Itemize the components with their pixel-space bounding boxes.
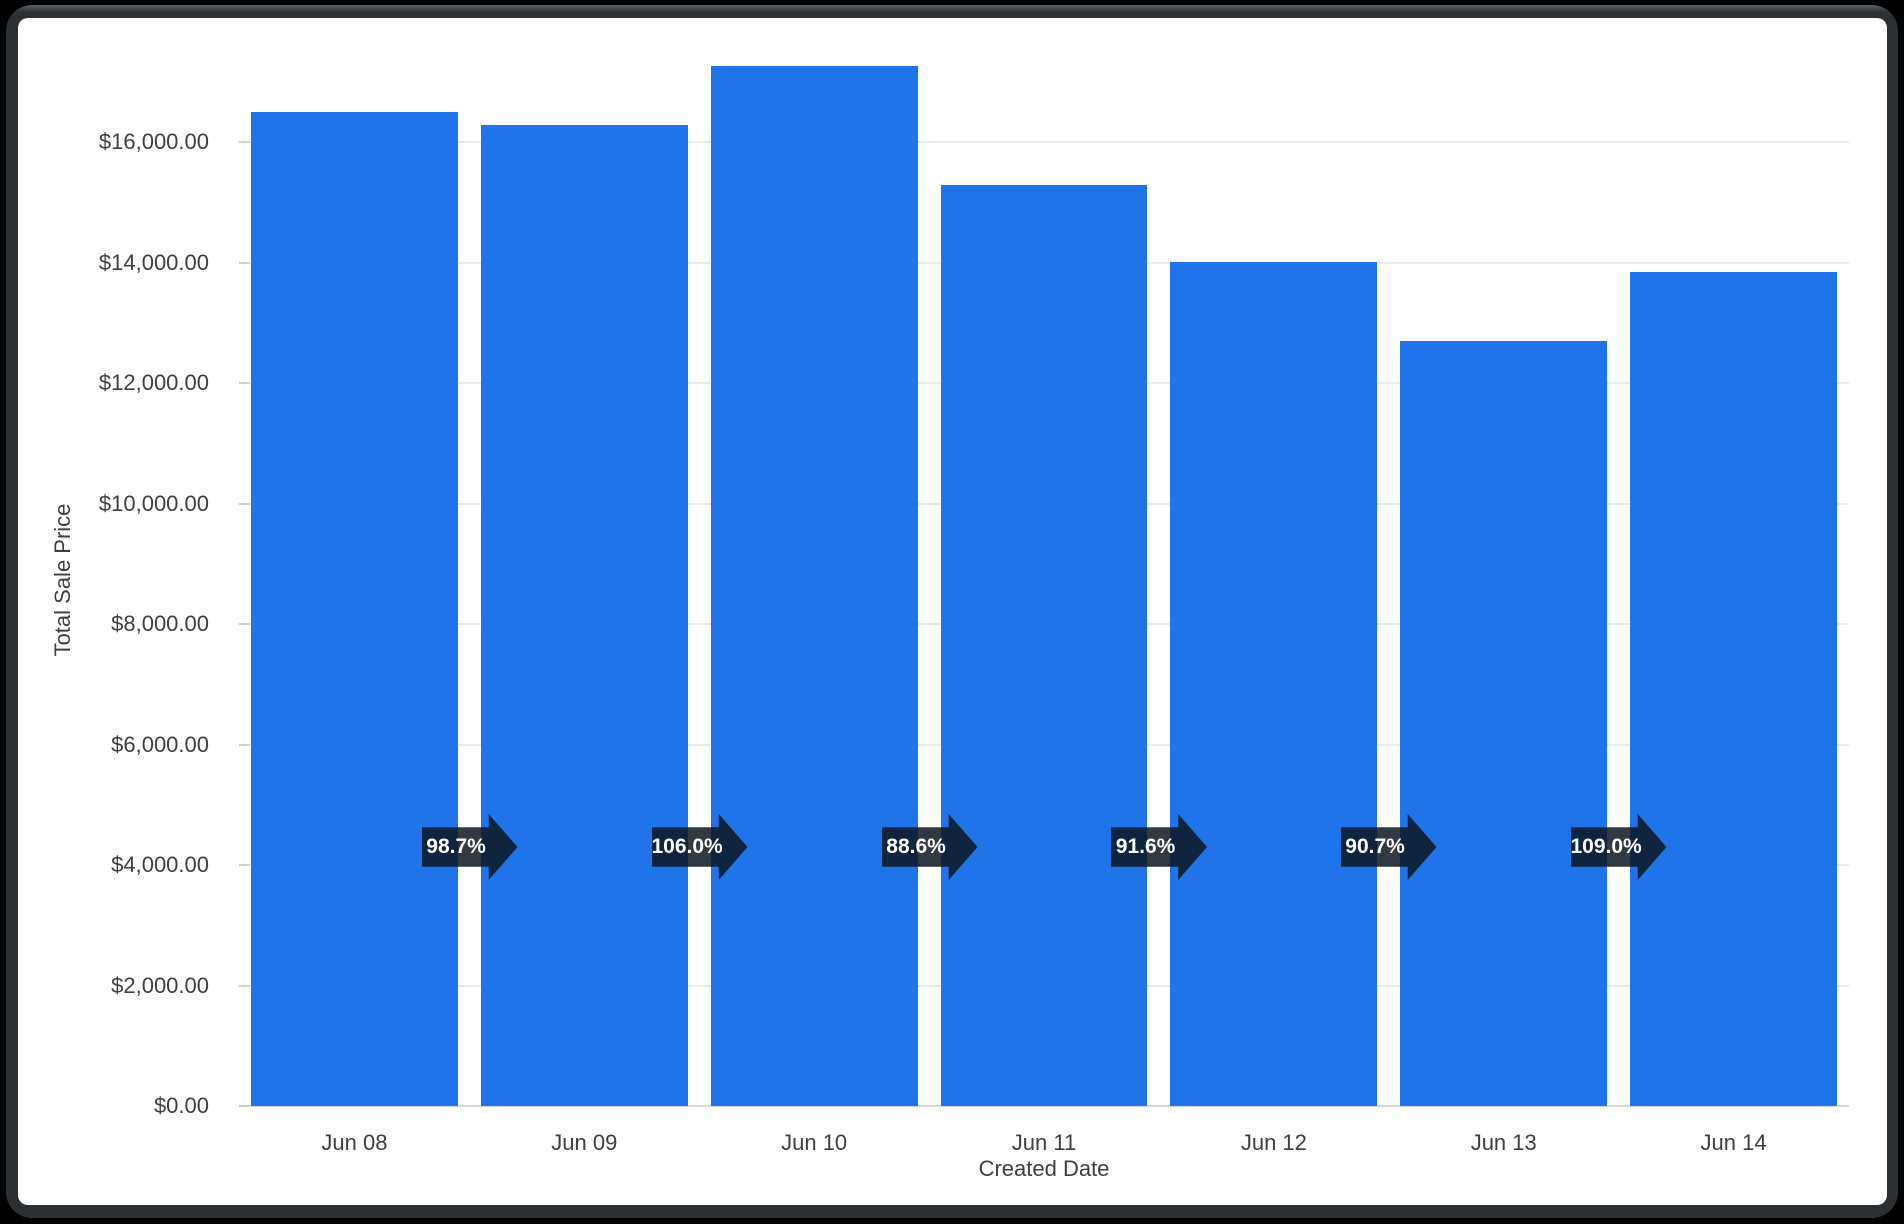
window-frame: Total Sale Price $0.00 $2,000.00 $4,000.00…: [6, 5, 1898, 1218]
bar-jun-08[interactable]: [251, 112, 458, 1106]
y-tick-label: $2,000.00: [111, 972, 209, 998]
x-tick-label: Jun 08: [321, 1130, 388, 1155]
x-tick-labels: Jun 08 Jun 09 Jun 10 Jun 11 Jun 12 Jun 13 Jun …: [251, 1130, 1837, 1156]
pct-change-value: 109.0%: [1570, 835, 1642, 858]
pct-change-value: 98.7%: [426, 835, 486, 858]
x-tick-label: Jun 14: [1700, 1130, 1767, 1155]
y-tick-label: $4,000.00: [111, 852, 209, 878]
bars-row: 98.7% 106.0% 88.6% 91.6% 90.7% 109.0%: [251, 52, 1838, 1106]
x-tick-label: Jun 13: [1470, 1130, 1537, 1155]
y-tick-label: $14,000.00: [98, 249, 209, 275]
y-tick-label: $0.00: [153, 1093, 209, 1118]
plot-area: 98.7% 106.0% 88.6% 91.6% 90.7% 109.0%: [239, 52, 1849, 1107]
pct-change-value: 90.7%: [1345, 835, 1405, 858]
y-tick-label: $8,000.00: [111, 611, 209, 637]
y-tick-label: $6,000.00: [111, 731, 209, 757]
bar-jun-11[interactable]: [940, 185, 1148, 1106]
x-axis-baseline: [239, 1105, 1849, 1107]
bar-jun-10[interactable]: [710, 66, 918, 1106]
pct-change-value: 91.6%: [1115, 835, 1176, 858]
x-tick-label: Jun 11: [1011, 1130, 1077, 1155]
x-tick-label: Jun 09: [551, 1130, 618, 1155]
pct-change-value: 106.0%: [651, 835, 723, 858]
gridline: [239, 141, 1849, 144]
x-axis-title: Created Date: [978, 1156, 1110, 1181]
y-tick-label: $16,000.00: [98, 129, 209, 155]
pct-change-value: 88.6%: [886, 835, 946, 858]
bar-jun-12[interactable]: [1170, 262, 1378, 1106]
x-tick-label: Jun 12: [1240, 1130, 1307, 1155]
y-tick-label: $10,000.00: [98, 490, 209, 516]
bar-jun-13[interactable]: [1400, 340, 1608, 1106]
bar-jun-09[interactable]: [480, 124, 688, 1106]
y-tick-label: $12,000.00: [98, 370, 209, 396]
bar-jun-14[interactable]: [1630, 271, 1838, 1106]
chart-card: Total Sale Price $0.00 $2,000.00 $4,000.00…: [18, 18, 1887, 1205]
x-tick-label: Jun 10: [781, 1130, 848, 1155]
